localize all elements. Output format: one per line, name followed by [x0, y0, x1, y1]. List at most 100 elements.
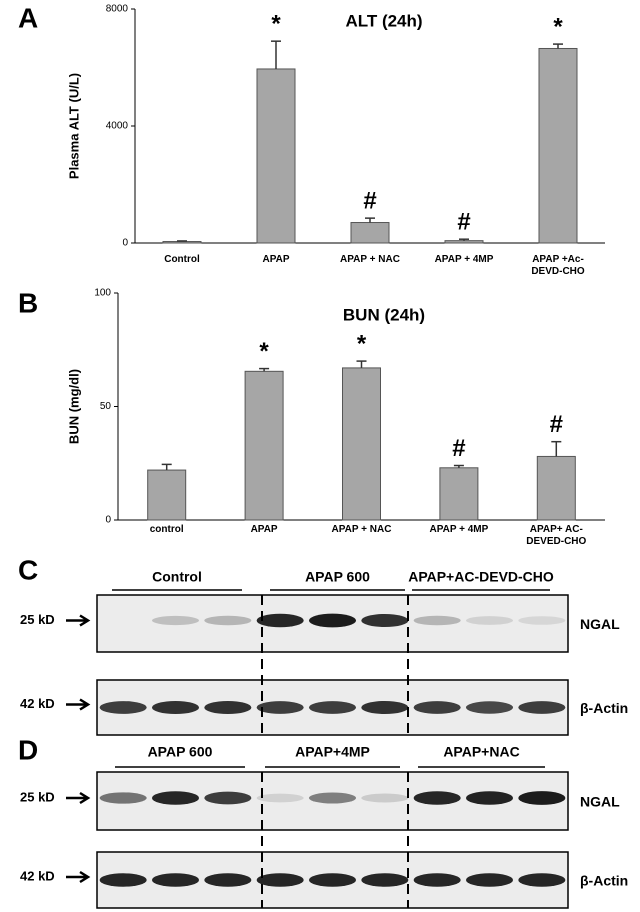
x-tick-label-box: control — [149, 524, 184, 535]
arrow — [66, 870, 91, 884]
blot-band — [99, 873, 147, 887]
panel-label: A — [18, 2, 38, 33]
arrow — [66, 791, 91, 805]
bar — [147, 469, 187, 521]
protein-label: β-Actin — [580, 700, 628, 716]
x-tick-label: APAP + NAC — [331, 524, 392, 535]
blot-band — [413, 701, 461, 714]
x-tick-label-box: APAP + NAC — [340, 254, 400, 265]
x-tick-label-box: APAP + 4MP — [429, 524, 489, 535]
blot-band — [413, 615, 461, 626]
bar — [444, 240, 484, 244]
blot-band — [465, 701, 514, 714]
significance-marker: * — [271, 11, 281, 38]
panel-label: B — [18, 287, 38, 318]
significance-marker: # — [363, 187, 376, 214]
error-bar — [271, 40, 281, 69]
x-tick-label: APAP — [262, 254, 290, 265]
blot-band — [518, 873, 566, 887]
blot-band — [308, 873, 357, 887]
group-label: APAP 600 — [148, 744, 213, 760]
group-label: APAP 600 — [305, 569, 370, 585]
blot-band — [151, 791, 200, 805]
blot-band — [256, 613, 304, 628]
blot-band — [308, 613, 357, 628]
bar — [256, 68, 296, 244]
y-tick-label: 100 — [94, 288, 111, 299]
blot-band — [204, 700, 252, 715]
blot-band — [518, 701, 566, 714]
bar — [536, 455, 576, 521]
blot-band — [465, 616, 514, 625]
blot-band — [465, 791, 514, 805]
blot-band — [361, 613, 409, 628]
x-tick-label: Control — [164, 254, 200, 265]
blot-band — [361, 793, 409, 803]
blot-band — [361, 700, 409, 715]
significance-marker: * — [259, 338, 269, 365]
bar — [538, 47, 578, 244]
blot-band — [99, 701, 147, 714]
error-bar — [177, 240, 187, 242]
x-tick-label-box: APAP — [262, 254, 290, 265]
blot-band — [204, 791, 252, 805]
x-tick-label: control — [149, 524, 184, 535]
group-label: Control — [152, 569, 202, 585]
y-axis-label: Plasma ALT (U/L) — [66, 73, 81, 179]
group-label: APAP+NAC — [443, 744, 519, 760]
blot-band — [465, 873, 514, 887]
error-bar — [259, 367, 270, 372]
significance-marker: * — [357, 330, 367, 357]
x-tick-label: APAP + 4MP — [434, 254, 494, 265]
y-tick-label: 4000 — [106, 121, 129, 132]
panel-label: D — [18, 734, 38, 765]
x-tick-label-box: APAP+ AC-DEVED-CHO — [526, 524, 587, 547]
error-bar — [356, 360, 367, 368]
protein-label: β-Actin — [580, 873, 628, 889]
blot-band — [361, 873, 409, 887]
significance-marker: # — [452, 435, 465, 462]
x-tick-label-box: Control — [164, 254, 200, 265]
significance-marker: # — [550, 411, 563, 438]
blot-band — [308, 792, 357, 804]
arrow — [66, 614, 91, 627]
group-label: APAP+AC-DEVD-CHO — [408, 569, 554, 585]
panel-label: C — [18, 554, 38, 585]
x-tick-label: APAP+ AC-DEVED-CHO — [526, 524, 587, 547]
y-tick-label: 0 — [105, 515, 111, 526]
blot-band — [413, 873, 461, 887]
blot-band — [256, 873, 304, 887]
x-tick-label-box: APAP — [250, 524, 278, 535]
blot-band — [204, 873, 252, 887]
blot-band — [256, 701, 304, 714]
blot-band — [151, 700, 200, 715]
y-axis-label: BUN (mg/dl) — [66, 369, 81, 444]
blot-band — [151, 873, 200, 887]
x-tick-label-box: APAP +Ac-DEVD-CHO — [531, 254, 585, 277]
chart-title: BUN (24h) — [343, 305, 425, 324]
blot-band — [99, 792, 147, 804]
blot-band — [518, 791, 566, 805]
bar — [439, 467, 479, 521]
mw-marker: 42 kD — [20, 696, 55, 711]
blot-band — [413, 791, 461, 805]
protein-label: NGAL — [580, 794, 620, 810]
error-bar — [551, 440, 562, 457]
x-tick-label: APAP +Ac-DEVD-CHO — [531, 254, 585, 277]
error-bar — [553, 43, 563, 49]
error-bar — [365, 217, 375, 223]
chart-title: ALT (24h) — [345, 11, 422, 30]
blot-band — [151, 615, 200, 626]
error-bar — [161, 463, 172, 471]
mw-marker: 25 kD — [20, 789, 55, 804]
mw-marker: 25 kD — [20, 612, 55, 627]
x-tick-label: APAP — [250, 524, 278, 535]
bar — [350, 222, 390, 244]
arrow — [66, 698, 91, 711]
significance-marker: * — [553, 13, 563, 40]
error-bar — [453, 464, 464, 468]
error-bar — [459, 238, 469, 241]
x-tick-label: APAP + 4MP — [429, 524, 489, 535]
y-tick-label: 0 — [122, 238, 128, 249]
